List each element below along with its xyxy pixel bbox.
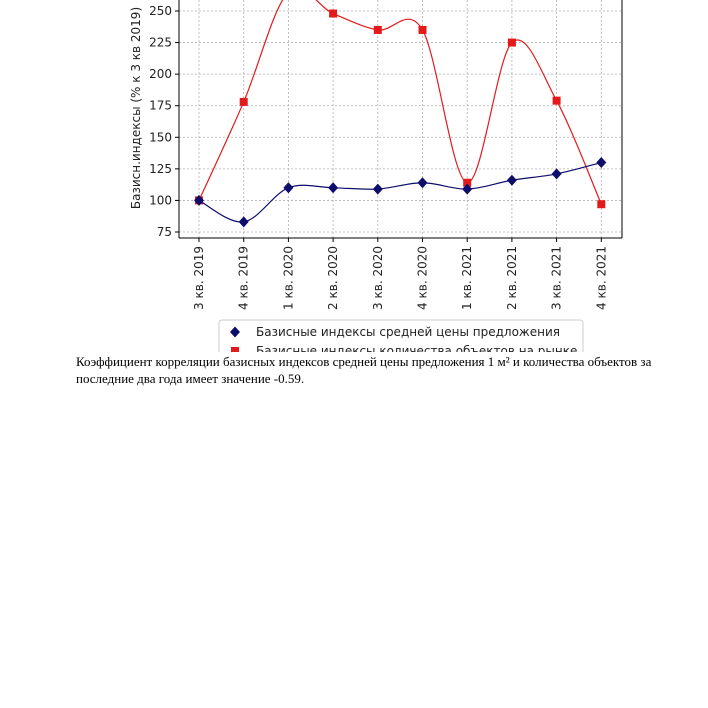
y-tick-label: 125 <box>149 162 172 176</box>
legend-marker-price <box>230 326 240 338</box>
price-point-6 <box>462 183 473 195</box>
y-tick-label: 75 <box>157 225 172 239</box>
y-axis: 75 100 125 150 175 200 225 250 <box>149 4 179 239</box>
legend-marker-count <box>231 347 239 352</box>
price-point-7 <box>506 174 517 186</box>
series-group <box>194 0 607 228</box>
count-point-5 <box>418 25 427 34</box>
price-point-0 <box>194 194 204 206</box>
y-tick-label: 100 <box>149 193 172 207</box>
count-point-7 <box>507 38 516 47</box>
x-tick-label: 4 кв. 2021 <box>594 246 608 310</box>
correlation-caption: Коэффициент корреляции базисных индексов… <box>76 354 652 386</box>
x-tick-label: 3 кв. 2021 <box>550 246 564 310</box>
price-point-5 <box>417 177 428 189</box>
series-line-count <box>198 0 602 205</box>
grid <box>179 0 622 238</box>
x-tick-label: 2 кв. 2021 <box>505 246 519 310</box>
price-point-9 <box>596 157 607 169</box>
chart-area: 75 100 125 150 175 200 225 250 3 кв. 2019 4 кв. … <box>0 0 708 352</box>
x-tick-label: 3 кв. 2020 <box>371 246 385 310</box>
count-point-4 <box>373 25 382 34</box>
x-tick-label: 4 кв. 2019 <box>237 246 251 310</box>
y-tick-label: 150 <box>149 130 172 144</box>
count-point-9 <box>597 200 606 209</box>
plot-frame <box>178 0 623 239</box>
price-point-4 <box>372 183 383 195</box>
y-tick-label: 225 <box>149 36 172 50</box>
x-tick-label: 1 кв. 2020 <box>281 246 295 310</box>
series-line-price <box>198 161 602 223</box>
x-tick-label: 2 кв. 2020 <box>326 246 340 310</box>
price-point-2 <box>283 182 294 194</box>
x-tick-label: 4 кв. 2020 <box>416 246 430 310</box>
count-point-6 <box>463 178 472 187</box>
y-tick-label: 200 <box>149 67 172 81</box>
legend-label-price: Базисные индексы средней цены предложени… <box>256 325 560 339</box>
line-chart: 75 100 125 150 175 200 225 250 3 кв. 2019 4 кв. … <box>129 0 623 352</box>
count-point-1 <box>239 97 248 106</box>
x-axis: 3 кв. 2019 4 кв. 2019 1 кв. 2020 2 кв. 2020… <box>192 238 608 310</box>
legend: Базисные индексы средней цены предложени… <box>218 319 584 352</box>
price-point-1 <box>238 216 249 228</box>
x-tick-label: 3 кв. 2019 <box>192 246 206 310</box>
y-tick-label: 250 <box>149 4 172 18</box>
price-point-3 <box>328 182 339 194</box>
count-point-3 <box>329 9 338 18</box>
price-point-8 <box>551 168 562 180</box>
y-tick-label: 175 <box>149 99 172 113</box>
legend-box <box>218 319 584 352</box>
count-point-8 <box>552 96 561 105</box>
legend-label-count: Базисные индексы количества объектов на … <box>256 344 577 352</box>
y-axis-title: Базисн.индексы (% к 3 кв 2019) <box>129 7 143 209</box>
x-tick-label: 1 кв. 2021 <box>460 246 474 310</box>
